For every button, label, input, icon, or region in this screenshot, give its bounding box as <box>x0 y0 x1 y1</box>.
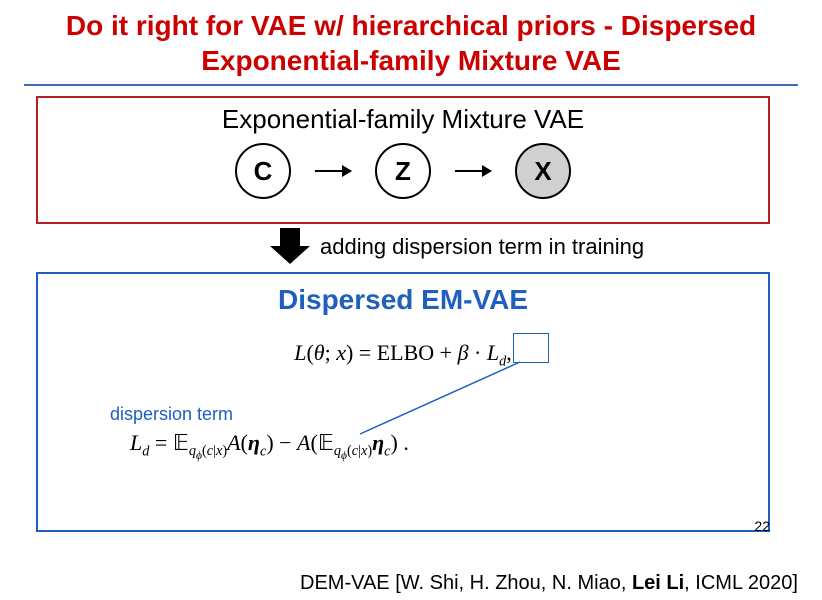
graphical-model: C Z X <box>38 143 768 199</box>
slide-title: Do it right for VAE w/ hierarchical prio… <box>0 0 822 82</box>
citation-prefix: DEM-VAE [W. Shi, H. Zhou, N. Miao, <box>300 572 632 594</box>
em-vae-title: Exponential-family Mixture VAE <box>38 98 768 135</box>
down-arrow-icon <box>270 228 310 264</box>
citation-suffix: , ICML 2020] <box>684 572 798 594</box>
citation: DEM-VAE [W. Shi, H. Zhou, N. Miao, Lei L… <box>300 572 798 595</box>
em-vae-box: Exponential-family Mixture VAE C Z X <box>36 96 770 224</box>
arrow-c-z <box>315 170 351 172</box>
dispersed-title: Dispersed EM-VAE <box>38 274 768 316</box>
annotation-text: adding dispersion term in training <box>320 234 644 260</box>
dispersed-em-vae-box: Dispersed EM-VAE L(θ; x) = ELBO + β · Ld… <box>36 272 770 532</box>
dispersion-term-label: dispersion term <box>110 404 233 425</box>
node-x: X <box>515 143 571 199</box>
node-z: Z <box>375 143 431 199</box>
citation-author-bold: Lei Li <box>632 572 684 594</box>
title-underline <box>24 84 798 86</box>
equation-loss: L(θ; x) = ELBO + β · Ld, <box>38 340 768 370</box>
title-text: Do it right for VAE w/ hierarchical prio… <box>66 10 756 76</box>
page-number: 22 <box>754 518 770 534</box>
node-c: C <box>235 143 291 199</box>
arrow-z-x <box>455 170 491 172</box>
ld-highlight-box <box>513 333 549 363</box>
equation-dispersion: Ld = 𝔼qϕ(c|x)A(ηc) − A(𝔼qϕ(c|x)ηc) . <box>130 430 409 462</box>
